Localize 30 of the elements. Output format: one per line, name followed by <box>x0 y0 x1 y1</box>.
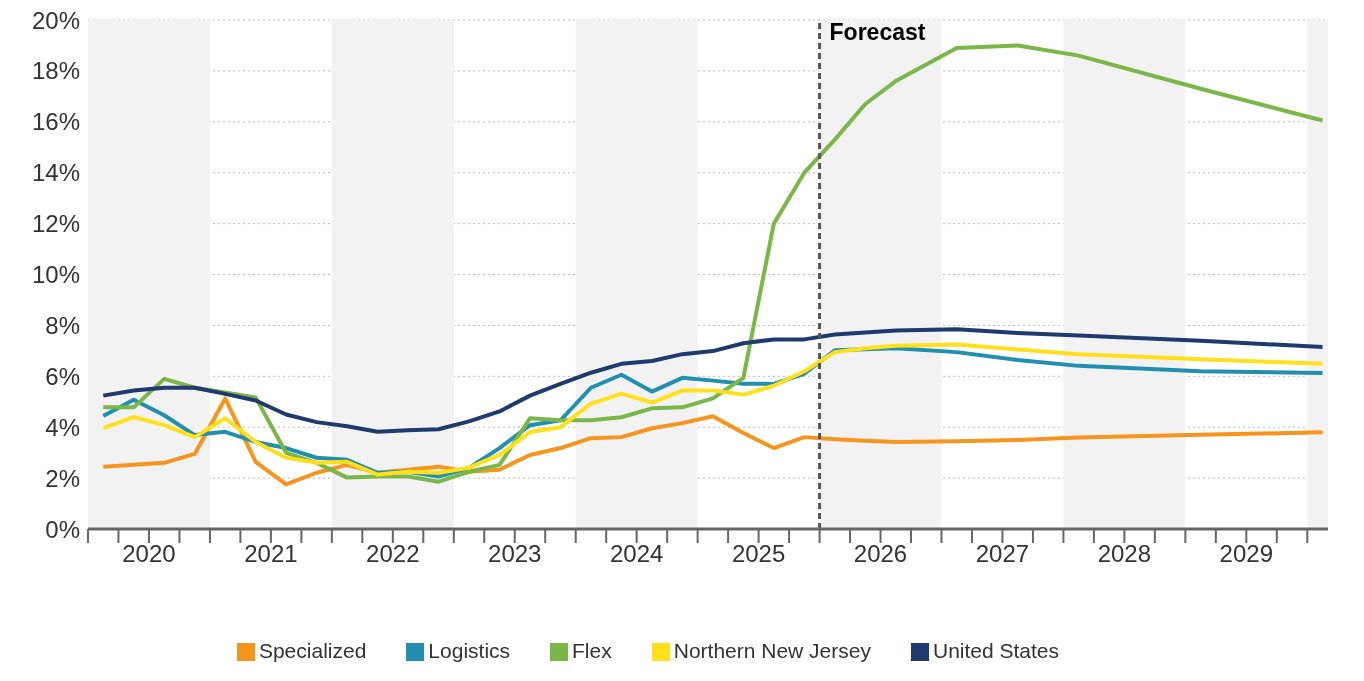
x-tick-label: 2028 <box>1097 540 1152 568</box>
y-tick-label: 6% <box>45 362 80 390</box>
x-tick-label: 2026 <box>853 540 908 568</box>
x-tick-label: 2029 <box>1219 540 1273 568</box>
y-tick-label: 12% <box>31 210 80 238</box>
x-tick-label: 2022 <box>366 540 420 568</box>
y-tick-label: 18% <box>31 57 80 85</box>
y-tick-label: 0% <box>45 515 80 543</box>
legend-label: Northern New Jersey <box>673 639 871 662</box>
y-tick-label: 8% <box>45 311 80 339</box>
y-tick-label: 14% <box>31 159 80 187</box>
x-tick-label: 2027 <box>975 540 1030 568</box>
line-series <box>101 43 1325 484</box>
line-series <box>101 396 1325 487</box>
x-tick-label: 2024 <box>609 540 664 568</box>
line-series <box>101 327 1325 434</box>
y-tick-label: 4% <box>45 413 80 441</box>
y-tick-label: 20% <box>31 6 80 34</box>
y-tick-label: 10% <box>31 261 80 289</box>
y-tick-label: 2% <box>45 464 80 492</box>
x-tick-label: 2025 <box>731 540 786 568</box>
legend-label: Specialized <box>258 639 367 662</box>
x-tick-label: 2023 <box>488 540 542 568</box>
ref-line-label: Forecast <box>829 19 926 45</box>
legend-label: United States <box>932 639 1060 662</box>
legend-label: Logistics <box>428 639 511 662</box>
y-tick-label: 16% <box>31 108 80 136</box>
legend-label: Flex <box>572 639 612 662</box>
x-tick-label: 2021 <box>244 540 298 568</box>
x-tick-label: 2020 <box>122 540 176 568</box>
